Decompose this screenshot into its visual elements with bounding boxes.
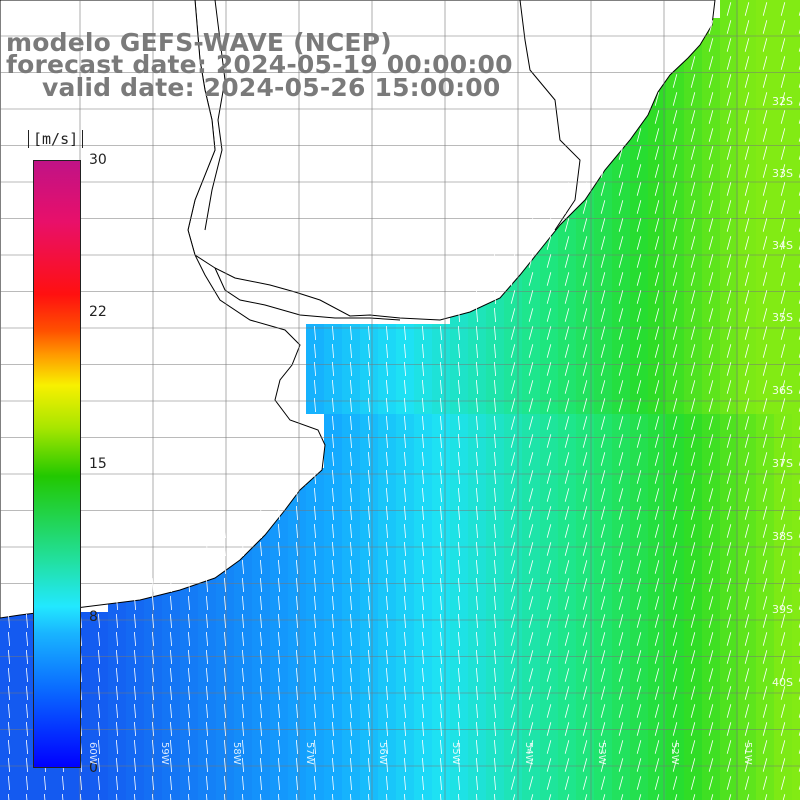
lon-label-58w: 58W	[231, 742, 242, 765]
lat-label-37s: 37S	[772, 457, 793, 470]
lat-label-34s: 34S	[772, 239, 793, 252]
lat-label-39s: 39S	[772, 603, 793, 616]
lon-label-55w: 55W	[450, 742, 461, 765]
colorbar-tick-15: 15	[89, 456, 107, 472]
lon-label-57w: 57W	[304, 742, 315, 765]
land-south-region	[0, 0, 326, 619]
lat-label-38s: 38S	[772, 530, 793, 543]
coastline-interior	[204, 0, 226, 231]
colorbar-tick-30: 30	[89, 152, 107, 168]
lon-label-54w: 54W	[523, 742, 534, 765]
lon-label-59w: 59W	[159, 742, 170, 765]
wind-vectors	[7, 2, 800, 800]
lat-label-32s: 32S	[772, 95, 793, 108]
lat-label-36s: 36S	[772, 384, 793, 397]
colorbar-tick-0: 0	[89, 760, 98, 776]
lon-label-60w: 60W	[87, 742, 98, 765]
lat-label-35s: 35S	[772, 311, 793, 324]
colorbar-tick-22: 22	[89, 304, 107, 320]
lon-label-53w: 53W	[596, 742, 607, 765]
forecast-date: forecast date: 2024-05-19 00:00:00	[6, 50, 513, 79]
colorbar	[33, 160, 81, 768]
colorbar-unit-label: [m/s]	[28, 130, 84, 148]
lat-label-33s: 33S	[772, 167, 793, 180]
colorbar-tick-8: 8	[89, 609, 98, 625]
valid-date: valid date: 2024-05-26 15:00:00	[42, 73, 501, 102]
lat-label-40s: 40S	[772, 676, 793, 689]
lon-label-52w: 52W	[669, 742, 680, 765]
lon-label-51w: 51W	[742, 742, 753, 765]
model-title: modelo GEFS-WAVE (NCEP)	[6, 28, 392, 57]
lon-label-56w: 56W	[377, 742, 388, 765]
coastline-east	[519, 0, 581, 231]
